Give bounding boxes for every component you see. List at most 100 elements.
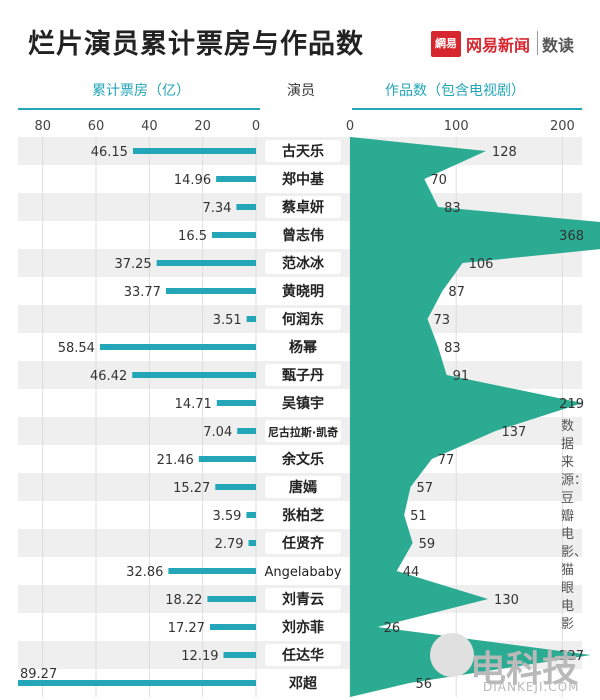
- box-office-bar: [207, 596, 256, 602]
- box-office-bar: [165, 288, 256, 294]
- box-office-bar: [246, 316, 256, 322]
- box-office-value-label: 46.42: [90, 369, 127, 384]
- left-header-underline: [18, 108, 260, 110]
- box-office-bar: [132, 372, 256, 378]
- box-office-value-label: 7.04: [203, 425, 232, 440]
- actor-name-pill: [265, 672, 341, 694]
- works-tick-label: 100: [444, 119, 469, 134]
- actor-name-pill: [265, 308, 341, 330]
- works-value-label: 59: [419, 537, 436, 552]
- works-value-label: 51: [410, 509, 427, 524]
- works-value-label: 83: [444, 341, 461, 356]
- box-office-bar: [156, 260, 256, 266]
- actor-name-label: 张柏芝: [282, 507, 324, 524]
- box-office-value-label: 14.96: [174, 173, 211, 188]
- box-office-value-label: 17.27: [168, 621, 205, 636]
- works-value-label: 56: [415, 677, 432, 692]
- works-value-label: 130: [494, 593, 519, 608]
- box-office-bar: [216, 400, 256, 406]
- box-office-value-label: 18.22: [165, 593, 202, 608]
- actor-name-pill: [265, 504, 341, 526]
- actor-name-pill: [265, 252, 341, 274]
- actor-name-label: 任贤齐: [281, 535, 325, 552]
- actor-name-label: 蔡卓妍: [281, 199, 324, 216]
- actor-name-pill: [265, 140, 341, 162]
- works-value-label: 368: [559, 229, 584, 244]
- works-area: [350, 137, 600, 697]
- box-office-value-label: 14.71: [175, 397, 212, 412]
- box-office-tick-label: 0: [252, 119, 260, 134]
- box-office-bar: [246, 512, 256, 518]
- actor-name-pill: [265, 476, 341, 498]
- box-office-bar: [237, 428, 256, 434]
- watermark-name: 电科技: [470, 649, 579, 690]
- actor-name-pill: [265, 364, 341, 386]
- actor-name-label: 何润东: [282, 311, 324, 328]
- box-office-bar: [212, 232, 256, 238]
- works-value-label: 227: [559, 649, 584, 664]
- works-tick-label: 200: [550, 119, 575, 134]
- box-office-bar: [216, 176, 256, 182]
- actor-name-pill: [265, 224, 341, 246]
- actor-name-label: 余文乐: [281, 451, 324, 468]
- actor-name-pill: [265, 392, 341, 414]
- works-value-label: 219: [559, 397, 584, 412]
- box-office-value-label: 46.15: [91, 145, 128, 160]
- box-office-tick-label: 60: [88, 119, 105, 134]
- works-value-label: 26: [384, 621, 401, 636]
- works-value-label: 57: [417, 481, 434, 496]
- box-office-value-label: 16.5: [178, 229, 207, 244]
- data-source-note: 数据来源：豆瓣电影、猫眼电影: [561, 419, 588, 632]
- actor-name-label: 范冰冰: [282, 255, 325, 272]
- logo-divider: [537, 31, 538, 55]
- actor-name-label: 任达华: [281, 647, 324, 664]
- actor-name-pill: [265, 532, 341, 554]
- box-office-value-label: 2.79: [215, 537, 244, 552]
- works-tick-label: 0: [346, 119, 354, 134]
- box-office-bar: [209, 624, 256, 630]
- actor-name-pill: [265, 196, 341, 218]
- actor-name-pill: [265, 448, 341, 470]
- logo-sub: 数读: [542, 36, 575, 55]
- box-office-value-label: 3.51: [213, 313, 242, 328]
- box-office-value-label: 15.27: [173, 481, 210, 496]
- box-office-value-label: 21.46: [157, 453, 194, 468]
- actor-name-label: 古天乐: [282, 143, 324, 160]
- watermark-logo-icon: [430, 633, 474, 677]
- box-office-bar: [248, 540, 256, 546]
- actor-name-label: 尼古拉斯·凯奇: [268, 425, 338, 439]
- netease-logo-icon: 網易: [431, 31, 461, 57]
- box-office-value-label: 3.59: [212, 509, 241, 524]
- box-office-bar: [132, 148, 256, 154]
- works-value-label: 73: [434, 313, 451, 328]
- actor-name-label: 曾志伟: [282, 227, 324, 244]
- actor-name-pill: [265, 588, 341, 610]
- box-office-value-label: 89.27: [20, 667, 57, 682]
- actor-name-label: 杨幂: [289, 339, 318, 356]
- box-office-bar: [168, 568, 256, 574]
- box-office-tick-label: 80: [34, 119, 51, 134]
- box-office-bar: [215, 484, 256, 490]
- actor-column-header: 演员: [287, 83, 315, 99]
- works-value-label: 91: [453, 369, 470, 384]
- box-office-bar: [198, 456, 256, 462]
- box-office-axis-title: 累计票房（亿）: [92, 83, 190, 99]
- actor-name-pill: [265, 420, 341, 442]
- works-value-label: 83: [444, 201, 461, 216]
- works-value-label: 106: [469, 257, 494, 272]
- chart-title: 烂片演员累计票房与作品数: [28, 29, 364, 60]
- works-value-label: 70: [430, 173, 447, 188]
- works-axis-title: 作品数（包含电视剧）: [385, 83, 525, 99]
- box-office-value-label: 7.34: [202, 201, 231, 216]
- actor-name-label: 甄子丹: [282, 368, 324, 384]
- actor-name-pill: [265, 616, 341, 638]
- actor-name-label: 刘亦菲: [282, 619, 324, 636]
- box-office-bar: [223, 652, 256, 658]
- actor-name-label: 刘青云: [282, 591, 324, 608]
- actor-name-pill: [265, 560, 341, 582]
- works-value-label: 137: [501, 425, 526, 440]
- logo-name: 网易新闻: [466, 36, 531, 55]
- right-header-underline: [352, 108, 582, 110]
- box-office-bar: [18, 680, 256, 686]
